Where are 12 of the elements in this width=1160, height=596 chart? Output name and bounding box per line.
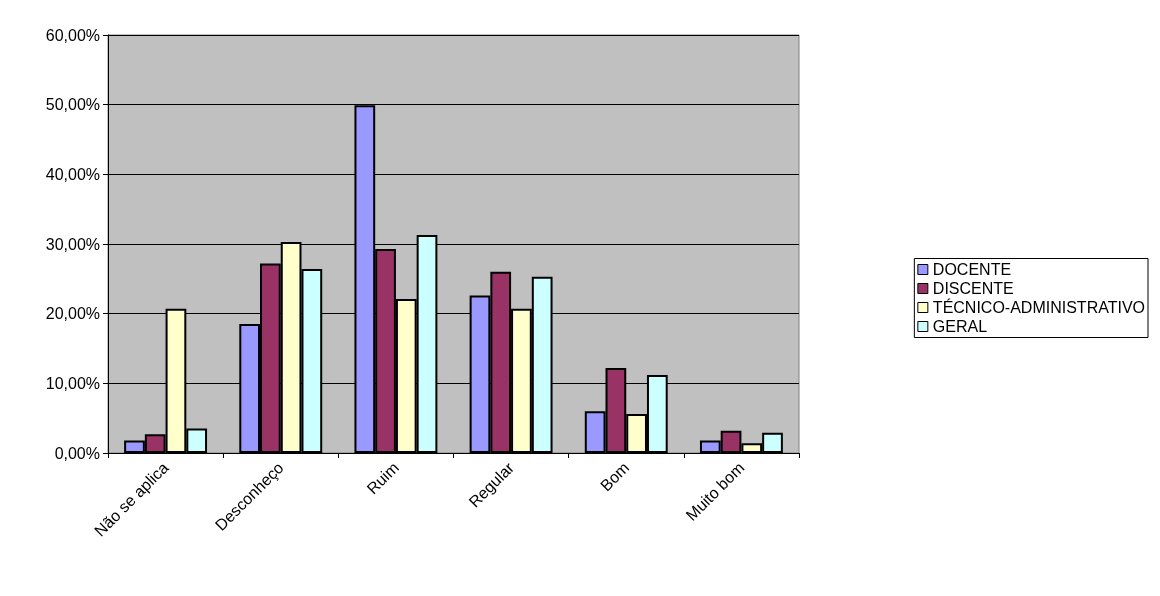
y-tick-label: 0,00% xyxy=(54,444,100,462)
y-tick-label: 20,00% xyxy=(45,305,100,323)
x-tick-label: Bom xyxy=(596,458,633,495)
y-tick-label: 30,00% xyxy=(45,235,100,253)
legend-label: GERAL xyxy=(932,318,988,335)
y-tick-label: 10,00% xyxy=(45,374,100,392)
y-tick-label: 60,00% xyxy=(45,26,100,44)
legend-label: TÉCNICO-ADMINISTRATIVO xyxy=(932,298,1146,316)
legend-label: DISCENTE xyxy=(932,280,1014,297)
y-tick-label: 50,00% xyxy=(45,96,100,114)
y-tick-label: 40,00% xyxy=(45,165,100,183)
legend-label: DOCENTE xyxy=(932,261,1012,278)
